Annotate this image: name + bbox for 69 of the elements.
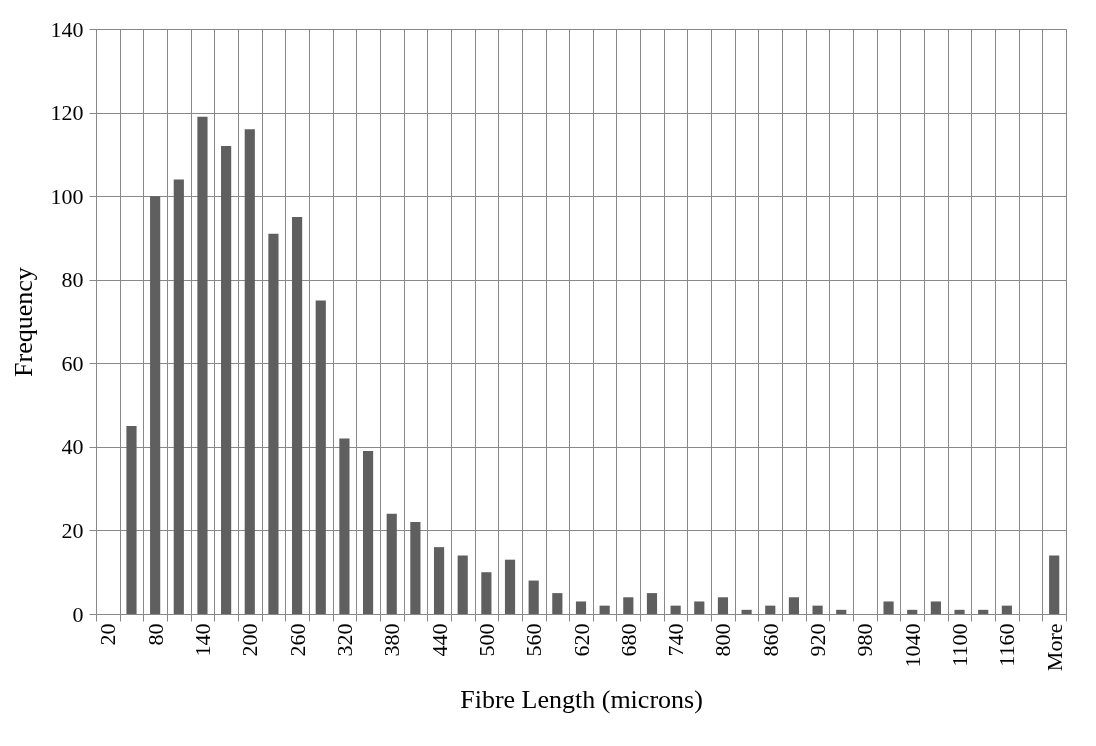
bar [362, 451, 374, 614]
bar [1001, 605, 1012, 614]
bar [292, 217, 303, 614]
bar [575, 601, 587, 614]
bar [126, 425, 137, 614]
x-tick-label: 740 [663, 623, 689, 657]
bar [244, 129, 255, 614]
x-tick-label: 1040 [899, 623, 925, 668]
y-tick-label: 100 [50, 183, 84, 209]
x-axis-title: Fibre Length (microns) [460, 685, 703, 715]
bar [978, 609, 989, 614]
x-tick-label: 980 [852, 623, 878, 657]
bar [812, 605, 823, 614]
x-tick-label: 860 [757, 623, 783, 657]
bar [741, 609, 752, 614]
x-tick-label: 20 [95, 623, 121, 646]
bar [268, 233, 279, 614]
y-tick-label: 60 [61, 350, 84, 376]
bar [599, 605, 610, 614]
bar [717, 597, 729, 614]
x-tick-label: 560 [521, 623, 547, 657]
x-tick-label: 620 [568, 623, 594, 657]
x-tick-label: 1100 [947, 623, 973, 667]
bar [339, 438, 350, 614]
bar [173, 179, 184, 614]
x-tick-label: 380 [379, 623, 405, 657]
x-tick-label: 260 [284, 623, 310, 657]
bar [315, 300, 326, 614]
bar [197, 116, 208, 614]
bar [623, 597, 634, 614]
bar [481, 572, 492, 614]
x-tick-label: 680 [615, 623, 641, 657]
y-tick-label: 20 [61, 517, 84, 543]
bar [150, 196, 161, 614]
x-tick-label: More [1041, 623, 1067, 672]
bar [457, 555, 468, 614]
x-tick-label: 1160 [994, 623, 1020, 667]
bar [907, 609, 918, 614]
x-tick-label: 500 [473, 623, 499, 657]
bar [433, 547, 445, 614]
bar [836, 609, 847, 614]
y-tick-label: 140 [50, 16, 84, 42]
bar [528, 580, 539, 614]
bar [386, 513, 397, 614]
x-tick-label: 440 [426, 623, 452, 657]
bar [883, 601, 894, 614]
bar [646, 593, 658, 614]
x-tick-label: 920 [805, 623, 831, 657]
y-tick-label: 80 [61, 267, 84, 293]
y-tick-label: 0 [72, 601, 84, 627]
bar [552, 593, 563, 614]
y-tick-label: 40 [61, 434, 84, 460]
bar [670, 605, 681, 614]
x-tick-label: 800 [710, 623, 736, 657]
bar [788, 597, 800, 614]
bar [1049, 555, 1060, 614]
bar [410, 522, 421, 614]
y-axis-title: Frequency [8, 267, 38, 377]
x-tick-label: 140 [189, 623, 215, 657]
bar [765, 605, 776, 614]
x-tick-label: 80 [142, 623, 168, 646]
bar [694, 601, 705, 614]
bar [221, 146, 232, 614]
x-tick-label: 200 [237, 623, 263, 657]
y-tick-label: 120 [50, 100, 84, 126]
bar [504, 559, 516, 614]
bar [930, 601, 941, 614]
bar [954, 609, 965, 614]
x-tick-label: 320 [331, 623, 357, 657]
